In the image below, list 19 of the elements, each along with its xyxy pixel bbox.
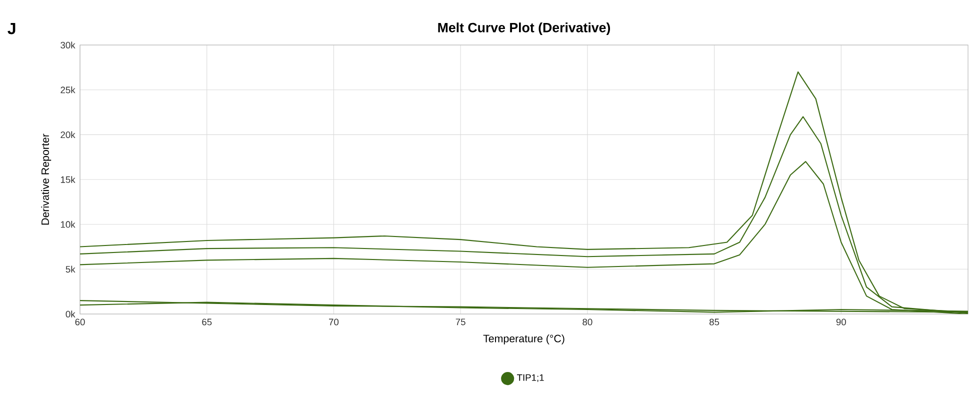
- y-tick-label: 10k: [60, 220, 76, 228]
- y-tick-label: 30k: [60, 42, 76, 48]
- x-tick-label: 75: [456, 318, 466, 326]
- x-axis-title: Temperature (°C): [483, 334, 564, 344]
- y-tick-label: 15k: [60, 176, 76, 183]
- x-tick-label: 60: [75, 318, 85, 326]
- y-tick-label: 25k: [60, 86, 76, 94]
- y-axis-title: Derivative Reporter: [41, 134, 52, 225]
- legend-label: TIP1;1: [517, 374, 544, 382]
- x-tick-label: 70: [329, 318, 339, 326]
- x-tick-label: 90: [836, 318, 846, 326]
- y-tick-label: 20k: [60, 131, 76, 138]
- y-tick-label: 5k: [66, 266, 76, 273]
- chart-title: Melt Curve Plot (Derivative): [438, 22, 610, 35]
- y-tick-label: 0k: [66, 310, 76, 318]
- text: J: [8, 23, 16, 34]
- x-tick-label: 65: [202, 318, 212, 326]
- x-tick-label: 80: [582, 318, 592, 326]
- x-tick-label: 85: [709, 318, 720, 326]
